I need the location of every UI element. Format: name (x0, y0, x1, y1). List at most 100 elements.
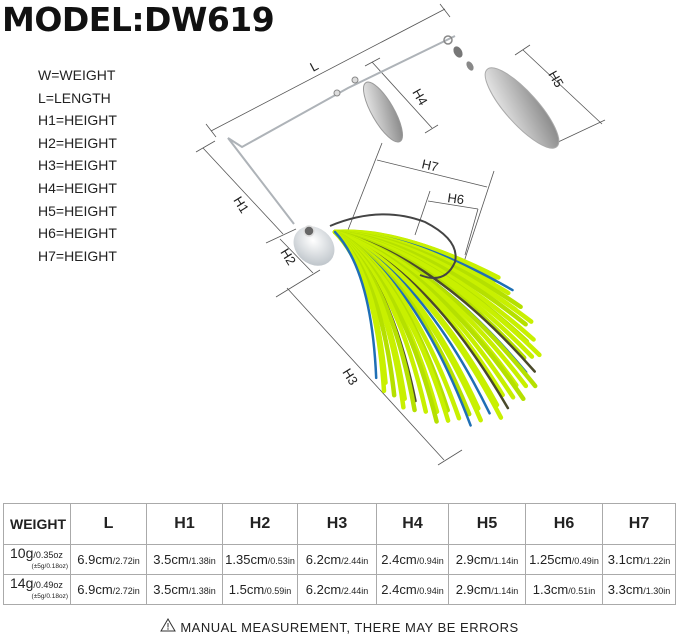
label-L: L (307, 58, 320, 75)
weight-tolerance: (±5g/0.18oz) (31, 562, 68, 570)
spinnerbait-illustration: L H4 H5 H1 H2 H3 H7 H6 (195, 3, 606, 466)
value-cm: 2.9cm (455, 582, 492, 597)
value-in: /0.53in (267, 556, 295, 566)
value-in: /0.59in (264, 586, 292, 596)
value-cm: 1.3cm (532, 582, 569, 597)
measurement-cell: 2.4cm/0.94in (376, 544, 449, 575)
value-cm: 6.2cm (305, 552, 342, 567)
dimension-lines (195, 3, 606, 466)
table-header-row: WEIGHT L H1 H2 H3 H4 H5 H6 H7 (3, 503, 676, 545)
measurement-cell: 3.1cm/1.22in (602, 544, 676, 575)
warning-triangle-icon (160, 618, 177, 632)
value-cm: 3.5cm (153, 582, 189, 597)
model-title: MODEL:DW619 (2, 0, 275, 39)
value-cm: 3.3cm (607, 582, 644, 597)
note-text: MANUAL MEASUREMENT, THERE MAY BE ERRORS (180, 620, 519, 635)
legend-item: H1=HEIGHT (38, 112, 117, 129)
weight-tolerance: (±5g/0.18oz) (31, 592, 68, 600)
measurement-cell: 3.5cm/1.38in (146, 544, 223, 575)
weight-oz: /0.49oz (33, 579, 63, 590)
measurement-cell: 1.3cm/0.51in (525, 574, 603, 605)
legend-item: H4=HEIGHT (38, 179, 117, 196)
legend-item: H2=HEIGHT (38, 134, 117, 151)
measurement-note: MANUAL MEASUREMENT, THERE MAY BE ERRORS (0, 618, 679, 635)
value-in: /2.44in (341, 556, 369, 566)
value-cm: 2.4cm (381, 552, 417, 567)
col-header: H1 (146, 503, 223, 545)
weight-cell: 14g/0.49oz (±5g/0.18oz) (3, 574, 71, 605)
col-header: H2 (222, 503, 298, 545)
value-in: /1.38in (188, 556, 216, 566)
jig-head (293, 226, 335, 266)
value-cm: 3.1cm (607, 552, 644, 567)
value-in: /0.94in (416, 556, 444, 566)
legend-item: H6=HEIGHT (38, 225, 117, 242)
eye (303, 225, 315, 237)
weight-g: 14g (10, 574, 34, 591)
value-in: /2.72in (112, 556, 140, 566)
measurement-cell: 6.2cm/2.44in (297, 574, 377, 605)
value-in: /0.51in (568, 586, 596, 596)
legend-item: H5=HEIGHT (38, 202, 117, 219)
value-cm: 3.5cm (153, 552, 189, 567)
spec-table: WEIGHT L H1 H2 H3 H4 H5 H6 H7 10g/0.35oz… (3, 503, 676, 605)
value-in: /1.14in (491, 586, 519, 596)
measurement-cell: 3.3cm/1.30in (602, 574, 676, 605)
value-cm: 2.9cm (455, 552, 492, 567)
weight-g: 10g (10, 544, 34, 561)
col-header: H6 (525, 503, 603, 545)
legend-item: H3=HEIGHT (38, 157, 117, 174)
value-cm: 1.35cm (225, 552, 268, 567)
silicone-skirt (332, 229, 542, 427)
willow-blade (484, 67, 560, 149)
hook (329, 213, 457, 279)
col-header: H4 (376, 503, 449, 545)
label-H4: H4 (409, 86, 430, 108)
value-cm: 1.25cm (529, 552, 572, 567)
value-cm: 6.9cm (77, 552, 113, 567)
hammered-willow-blade (363, 81, 403, 143)
skirt-strand (333, 230, 378, 380)
weight-cell: 10g/0.35oz (±5g/0.18oz) (3, 544, 71, 575)
wire-arm (227, 35, 456, 225)
legend-item: H7=HEIGHT (38, 247, 117, 264)
value-in: /0.49in (571, 556, 599, 566)
value-in: /2.72in (112, 586, 140, 596)
label-H5: H5 (545, 68, 566, 90)
measurement-cell: 2.9cm/1.14in (448, 574, 526, 605)
col-header: H7 (602, 503, 676, 545)
value-cm: 2.4cm (381, 582, 417, 597)
col-header: H3 (297, 503, 377, 545)
label-H2: H2 (277, 246, 299, 268)
value-in: /1.14in (491, 556, 519, 566)
table-row: 10g/0.35oz (±5g/0.18oz) 6.9cm/2.72in 3.5cm/… (3, 544, 676, 575)
label-H1: H1 (230, 194, 252, 216)
value-in: /1.22in (643, 556, 671, 566)
label-H3: H3 (339, 366, 361, 388)
label-H7: H7 (420, 156, 440, 174)
value-in: /2.44in (341, 586, 369, 596)
measurement-cell: 1.25cm/0.49in (525, 544, 603, 575)
value-cm: 1.5cm (228, 582, 265, 597)
measurement-cell: 3.5cm/1.38in (146, 574, 223, 605)
table-row: 14g/0.49oz (±5g/0.18oz) 6.9cm/2.72in 3.5cm/… (3, 574, 676, 605)
measurement-cell: 1.35cm/0.53in (222, 544, 298, 575)
label-H6: H6 (447, 190, 466, 207)
value-cm: 6.2cm (305, 582, 342, 597)
value-in: /1.38in (188, 586, 216, 596)
weight-oz: /0.35oz (33, 549, 63, 560)
measurement-cell: 2.9cm/1.14in (448, 544, 526, 575)
col-header: H5 (448, 503, 526, 545)
value-cm: 6.9cm (77, 582, 113, 597)
legend-item: W=WEIGHT (38, 67, 116, 83)
measurement-cell: 6.2cm/2.44in (297, 544, 377, 575)
dimension-legend: W=WEIGHT L=LENGTH H1=HEIGHT H2=HEIGHT H3… (38, 64, 117, 267)
value-in: /0.94in (416, 586, 444, 596)
col-header: L (70, 503, 147, 545)
measurement-cell: 6.9cm/2.72in (70, 574, 147, 605)
measurement-cell: 6.9cm/2.72in (70, 544, 147, 575)
measurement-cell: 2.4cm/0.94in (376, 574, 449, 605)
value-in: /1.30in (643, 586, 671, 596)
measurement-cell: 1.5cm/0.59in (222, 574, 298, 605)
swivel (443, 35, 474, 71)
